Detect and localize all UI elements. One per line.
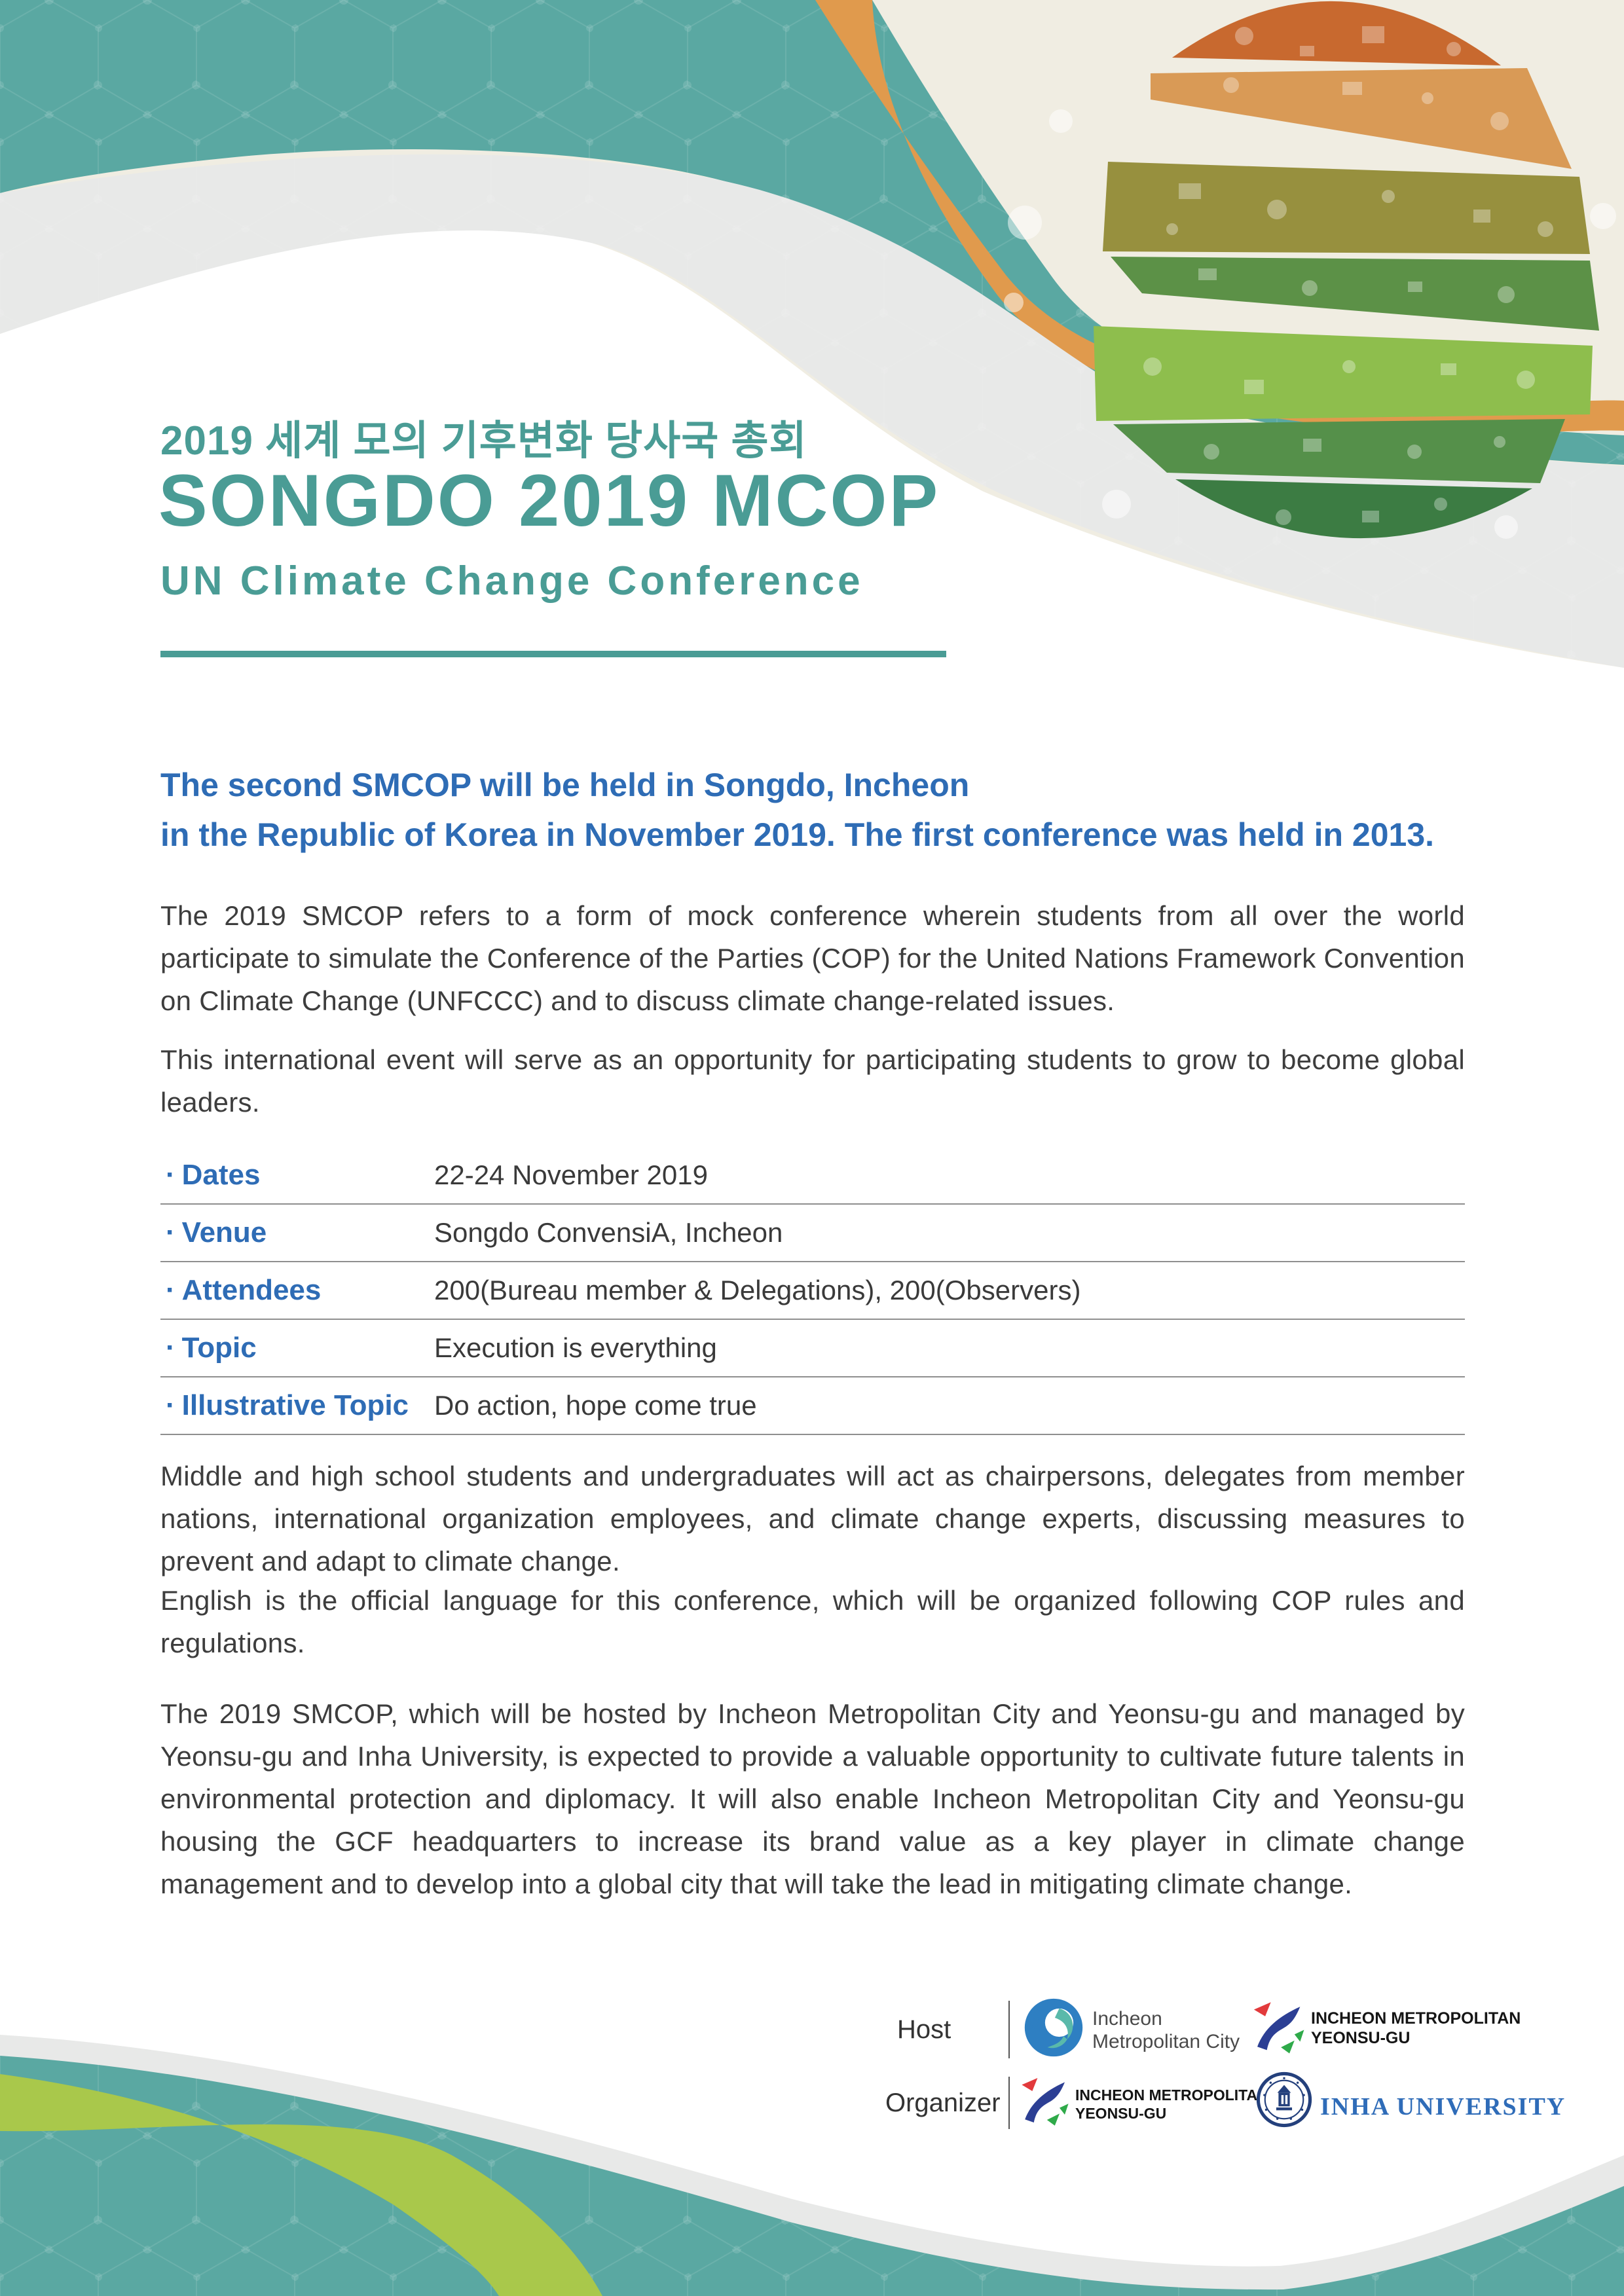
- row-label: Topic: [181, 1332, 257, 1364]
- incheon-city-logo-icon: [1024, 1998, 1083, 2057]
- bullet: ·: [166, 1216, 175, 1248]
- gray-wave-pattern: [0, 154, 1624, 668]
- globe-stripe-orange: [1172, 1, 1501, 65]
- row-label: Attendees: [181, 1274, 322, 1306]
- bullet: ·: [166, 1332, 175, 1364]
- incheon-line1: Incheon: [1092, 2008, 1162, 2030]
- yeonsu-line1: INCHEON METROPOLITAN: [1311, 2009, 1521, 2028]
- row-value: Songdo ConvensiA, Incheon: [434, 1217, 783, 1248]
- yeonsu-line2: YEONSU-GU: [1075, 2105, 1167, 2122]
- details-table: · Dates 22-24 November 2019 · Venue Songdo…: [160, 1147, 1465, 1435]
- globe-stripe-olive: [1103, 162, 1590, 254]
- row-label: Venue: [181, 1216, 267, 1248]
- header-artwork: [0, 0, 1624, 668]
- footer-lime-band: [0, 2074, 602, 2296]
- incheon-city-logo-text: Incheon Metropolitan City: [1092, 2007, 1240, 2053]
- table-row-illustrative-topic: · Illustrative Topic Do action, hope come…: [160, 1377, 1465, 1435]
- page-subtitle: UN Climate Change Conference: [160, 558, 864, 604]
- host-divider: [1008, 2001, 1010, 2058]
- title-underline: [160, 651, 946, 657]
- globe-stripe-green: [1113, 419, 1565, 483]
- intro-heading-line2: in the Republic of Korea in November 201…: [160, 816, 1435, 853]
- yeonsu-gu-logo-icon: [1253, 2002, 1304, 2054]
- globe-stripe-midgreen: [1111, 257, 1599, 331]
- body-paragraph-2: English is the official language for thi…: [160, 1585, 1465, 1658]
- yeonsu-gu-logo-icon: [1022, 2078, 1069, 2126]
- organizer-label: Organizer: [885, 2088, 1001, 2117]
- row-value: Execution is everything: [434, 1332, 717, 1363]
- eco-globe: [1004, 1, 1616, 539]
- yeonsu-line1: INCHEON METROPOLITAN: [1075, 2086, 1268, 2104]
- yeonsu-gu-logo-text: INCHEON METROPOLITAN YEONSU-GU: [1311, 2009, 1521, 2048]
- row-label: Dates: [181, 1159, 261, 1191]
- footer-artwork: [0, 2035, 1624, 2296]
- row-value: 200(Bureau member & Delegations), 200(Ob…: [434, 1275, 1081, 1305]
- incheon-line2: Metropolitan City: [1092, 2031, 1240, 2052]
- footer-teal-pattern: [0, 2056, 1624, 2296]
- bullet: ·: [166, 1389, 175, 1421]
- row-value: 22-24 November 2019: [434, 1159, 708, 1190]
- body-paragraph-3: The 2019 SMCOP, which will be hosted by …: [160, 1698, 1465, 1899]
- table-row-dates: · Dates 22-24 November 2019: [160, 1147, 1465, 1205]
- organizer-divider: [1008, 2077, 1010, 2129]
- globe-ghost-icons: [1004, 109, 1616, 539]
- host-label: Host: [897, 2015, 951, 2044]
- bullet: ·: [166, 1274, 175, 1306]
- title-korean: 2019 세계 모의 기후변화 당사국 총회: [160, 418, 807, 464]
- page-title: SONGDO 2019 MCOP: [158, 460, 940, 541]
- yeonsu-line2: YEONSU-GU: [1311, 2029, 1411, 2047]
- table-row-topic: · Topic Execution is everything: [160, 1320, 1465, 1377]
- globe-stripe-darkgreen: [1175, 479, 1532, 539]
- globe-stripe-lime: [1094, 326, 1593, 421]
- intro-paragraph-1: The 2019 SMCOP refers to a form of mock …: [160, 900, 1465, 1016]
- row-value: Do action, hope come true: [434, 1390, 757, 1421]
- globe-stripe-tan: [1151, 68, 1572, 169]
- inha-university-seal-icon: [1256, 2071, 1312, 2128]
- table-row-venue: · Venue Songdo ConvensiA, Incheon: [160, 1205, 1465, 1262]
- teal-wave-pattern: [0, 0, 1624, 465]
- table-row-attendees: · Attendees 200(Bureau member & Delegatio…: [160, 1262, 1465, 1320]
- intro-heading-line1: The second SMCOP will be held in Songdo,…: [160, 767, 970, 803]
- bullet: ·: [166, 1159, 175, 1191]
- inha-university-logo-text: INHA UNIVERSITY: [1320, 2093, 1566, 2121]
- body-paragraph-1: Middle and high school students and unde…: [160, 1461, 1465, 1576]
- intro-paragraph-2: This international event will serve as a…: [160, 1044, 1465, 1118]
- globe-icon-texture: [1143, 26, 1553, 525]
- row-label: Illustrative Topic: [181, 1389, 409, 1421]
- yeonsu-gu-logo-text: INCHEON METROPOLITAN YEONSU-GU: [1075, 2086, 1268, 2123]
